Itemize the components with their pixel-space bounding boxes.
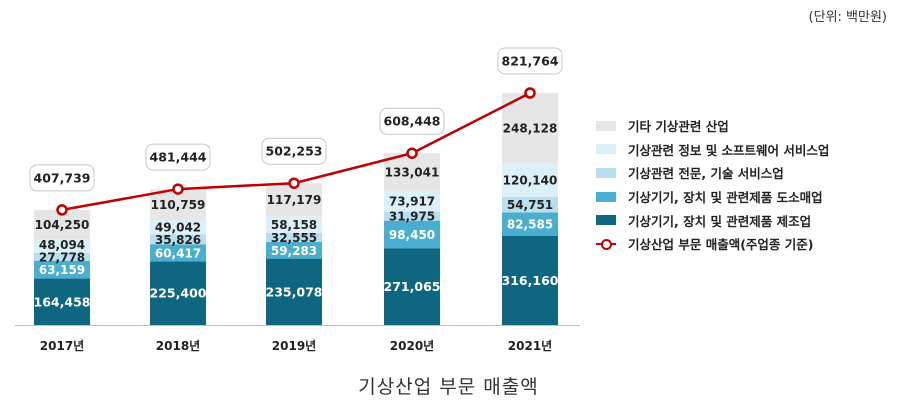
- bar-value-label: 27,778: [39, 250, 85, 264]
- legend-item-etc: 기타 기상관련 산업: [596, 114, 829, 138]
- legend-label-software: 기상관련 정보 및 소프트웨어 서비스업: [628, 142, 830, 158]
- total-sales-point: [406, 147, 418, 159]
- chart-legend: 기타 기상관련 산업 기상관련 정보 및 소프트웨어 서비스업 기상관련 전문,…: [596, 114, 829, 256]
- bar-segment: [384, 190, 440, 212]
- total-value-label: 502,253: [266, 144, 323, 159]
- bar-value-label: 49,042: [155, 221, 201, 235]
- bar-value-label: 59,283: [271, 244, 317, 258]
- bar-segment: [34, 278, 90, 325]
- bar-segment: [266, 241, 322, 259]
- bar-value-label: 98,450: [389, 228, 435, 242]
- legend-label-wholesale: 기상기기, 장치 및 관련제품 도소매업: [628, 190, 823, 206]
- legend-item-software: 기상관련 정보 및 소프트웨어 서비스업: [596, 138, 829, 162]
- bar-segment: [502, 196, 558, 213]
- total-value-label: 821,764: [502, 54, 559, 69]
- x-tick-label: 2021년: [508, 339, 552, 353]
- bar-value-label: 271,065: [384, 279, 441, 294]
- total-label-box: [145, 143, 211, 171]
- legend-label-manufacturing: 기상기기, 장치 및 관련제품 제조업: [628, 213, 812, 229]
- bar-value-label: 164,458: [34, 294, 91, 309]
- bar-value-label: 73,917: [389, 195, 435, 209]
- legend-label-tech-service: 기상관련 전문, 기술 서비스업: [628, 166, 784, 182]
- bar-segment: [34, 252, 90, 261]
- total-label-box: [379, 107, 445, 135]
- bar-value-label: 54,751: [507, 198, 553, 212]
- bar-segment: [384, 153, 440, 191]
- total-label-box: [29, 164, 95, 192]
- legend-swatch-manufacturing: [596, 215, 616, 226]
- total-label-box: [261, 137, 327, 165]
- x-tick-label: 2017년: [40, 339, 84, 353]
- bar-segment: [266, 258, 322, 325]
- legend-item-manufacturing: 기상기기, 장치 및 관련제품 제조업: [596, 208, 829, 232]
- bar-value-label: 48,094: [39, 238, 85, 252]
- total-label-box: [497, 47, 563, 75]
- bar-segment: [150, 244, 206, 262]
- bar-value-label: 58,158: [271, 218, 317, 232]
- legend-item-wholesale: 기상기기, 장치 및 관련제품 도소매업: [596, 185, 829, 209]
- bar-value-label: 120,140: [503, 174, 558, 188]
- bar-value-label: 248,128: [503, 122, 558, 136]
- bar-segment: [150, 234, 206, 245]
- bar-value-label: 133,041: [385, 166, 440, 180]
- bar-segment: [502, 163, 558, 197]
- bar-value-label: 63,159: [39, 263, 85, 277]
- bar-value-label: 32,555: [271, 231, 317, 245]
- bar-segment: [502, 93, 558, 164]
- total-value-label: 481,444: [150, 150, 207, 165]
- legend-label-etc: 기타 기상관련 산업: [628, 119, 729, 135]
- chart-caption: 기상산업 부문 매출액: [358, 376, 539, 398]
- total-sales-point: [288, 177, 300, 189]
- x-tick-label: 2020년: [390, 339, 434, 353]
- legend-label-total-line: 기상산업 부문 매출액(주업종 기준): [628, 237, 814, 253]
- bar-value-label: 31,975: [389, 210, 435, 224]
- legend-swatch-etc: [596, 120, 616, 131]
- bar-value-label: 117,179: [267, 193, 322, 207]
- legend-item-total-line: 기상산업 부문 매출액(주업종 기준): [596, 232, 829, 256]
- total-sales-point: [56, 204, 68, 216]
- legend-swatch-total-line: [596, 238, 616, 250]
- bar-segment: [34, 260, 90, 279]
- bar-value-label: 60,417: [155, 246, 201, 260]
- bar-value-label: 110,759: [151, 198, 206, 212]
- bar-segment: [150, 261, 206, 325]
- total-sales-point: [172, 183, 184, 195]
- total-value-label: 608,448: [384, 114, 441, 129]
- bar-segment: [384, 211, 440, 221]
- bar-segment: [150, 220, 206, 235]
- total-value-label: 407,739: [34, 170, 91, 185]
- bar-segment: [266, 216, 322, 233]
- bar-segment: [34, 239, 90, 253]
- total-sales-point: [524, 87, 536, 99]
- bar-value-label: 225,400: [150, 286, 207, 301]
- legend-item-tech-service: 기상관련 전문, 기술 서비스업: [596, 161, 829, 185]
- bar-segment: [384, 220, 440, 249]
- x-tick-label: 2018년: [156, 339, 200, 353]
- legend-swatch-tech-service: [596, 167, 616, 178]
- bar-value-label: 316,160: [502, 273, 559, 288]
- bar-value-label: 82,585: [507, 218, 553, 232]
- bar-value-label: 35,826: [155, 233, 201, 247]
- bar-segment: [502, 212, 558, 236]
- bar-segment: [384, 248, 440, 325]
- unit-label: (단위: 백만원): [808, 10, 887, 25]
- legend-swatch-software: [596, 144, 616, 155]
- x-tick-label: 2019년: [272, 339, 316, 353]
- bar-value-label: 235,078: [266, 284, 323, 299]
- bar-segment: [266, 232, 322, 242]
- legend-swatch-wholesale: [596, 191, 616, 202]
- bar-segment: [502, 235, 558, 325]
- bar-value-label: 104,250: [35, 218, 90, 232]
